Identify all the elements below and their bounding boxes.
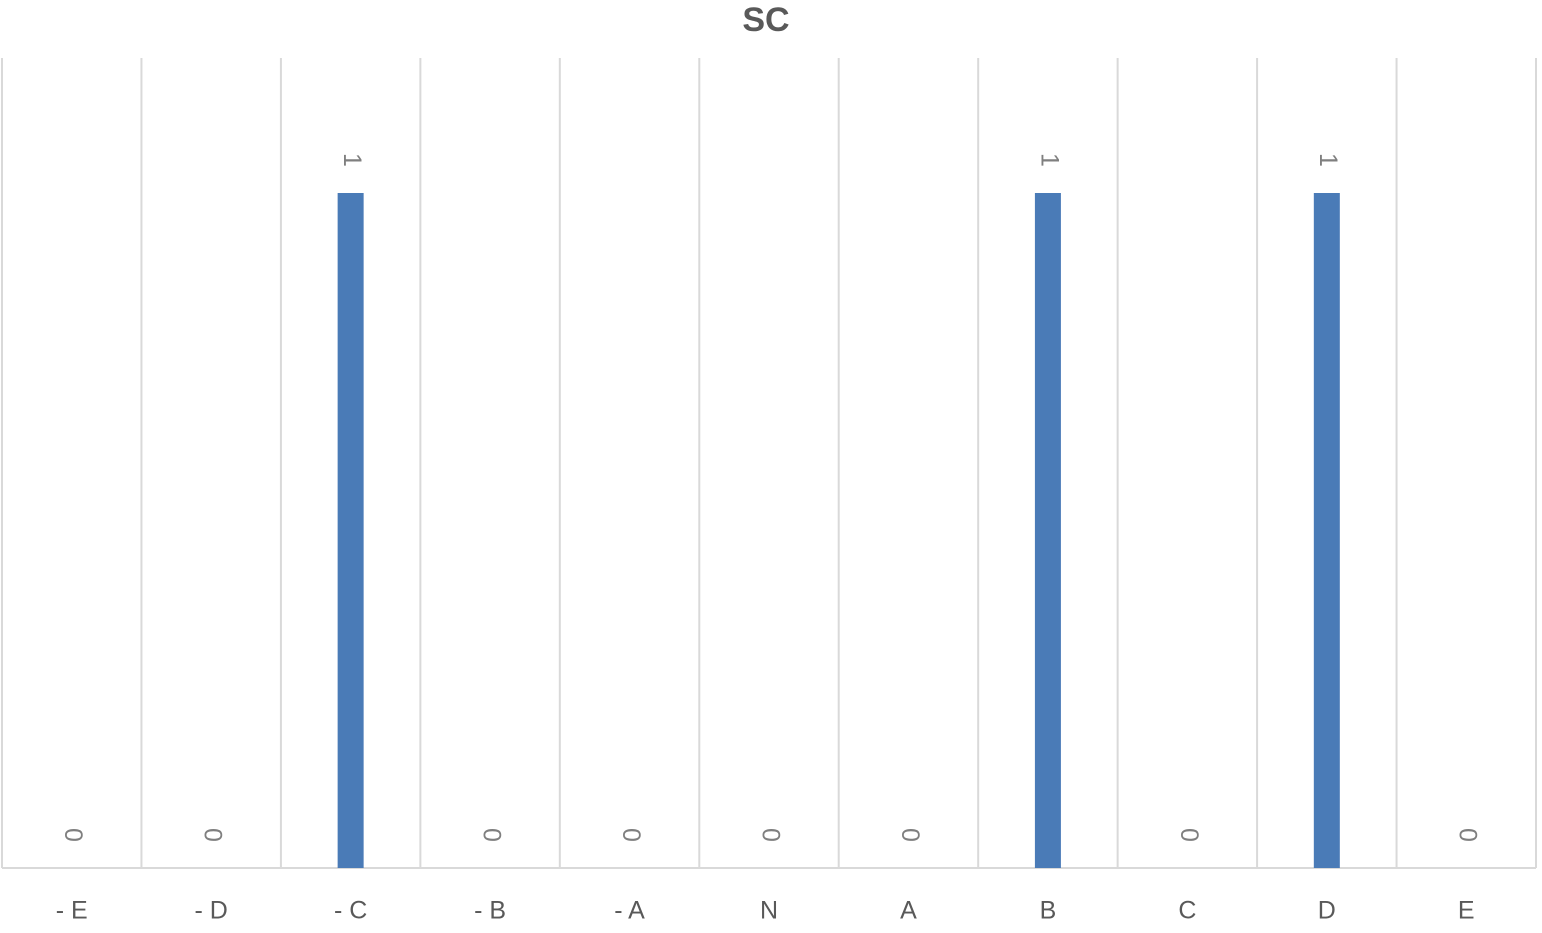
data-label: 0 — [199, 828, 227, 842]
data-label: 0 — [896, 828, 924, 842]
x-tick-label: B — [1040, 897, 1057, 925]
bar — [1034, 193, 1061, 868]
data-label: 0 — [1454, 828, 1482, 842]
x-tick-label: C — [1178, 897, 1196, 925]
x-tick-label: - D — [195, 897, 228, 925]
data-label: 1 — [338, 153, 366, 167]
data-label: 0 — [477, 828, 505, 842]
x-tick-label: - B — [474, 897, 506, 925]
data-label: 0 — [1175, 828, 1203, 842]
data-label: 1 — [1314, 153, 1342, 167]
x-tick-label: A — [900, 897, 917, 925]
chart-title: SC — [742, 1, 789, 39]
data-label: 1 — [1035, 153, 1063, 167]
x-tick-label: E — [1458, 897, 1475, 925]
data-label: 0 — [59, 828, 87, 842]
x-tick-label: - E — [56, 897, 88, 925]
bar — [337, 193, 364, 868]
data-label: 0 — [617, 828, 645, 842]
x-tick-label: - C — [334, 897, 367, 925]
x-tick-label: N — [760, 897, 778, 925]
data-label: 0 — [756, 828, 784, 842]
bar — [1313, 193, 1340, 868]
x-tick-label: - A — [614, 897, 645, 925]
x-tick-label: D — [1318, 897, 1336, 925]
